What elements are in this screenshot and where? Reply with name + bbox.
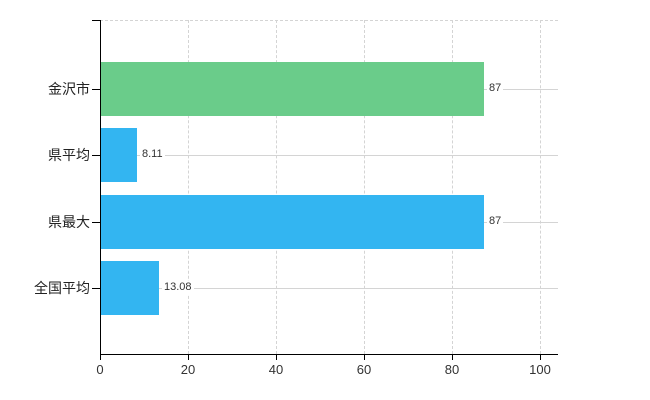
- category-label: 県平均: [48, 147, 90, 163]
- category-tick: [92, 155, 100, 156]
- x-tick: [452, 354, 453, 360]
- x-tick: [276, 354, 277, 360]
- gridline-vertical: [452, 20, 453, 354]
- x-tick: [188, 354, 189, 360]
- gridline-vertical: [188, 20, 189, 354]
- y-axis: [100, 20, 101, 354]
- category-label: 金沢市: [48, 81, 90, 97]
- gridline-horizontal: [100, 155, 558, 156]
- bar-value-label: 87: [487, 215, 504, 228]
- x-tick-label: 60: [356, 362, 372, 377]
- category-tick: [92, 288, 100, 289]
- gridline-horizontal: [100, 288, 558, 289]
- y-axis-end-tick: [92, 20, 100, 21]
- bar-value-label: 87: [487, 82, 504, 95]
- x-tick-label: 80: [444, 362, 460, 377]
- x-tick: [100, 354, 101, 360]
- bar: [101, 261, 159, 315]
- bar-value-label: 8.11: [140, 148, 165, 161]
- category-label: 全国平均: [34, 280, 90, 296]
- bar-value-label: 13.08: [162, 281, 194, 294]
- x-tick: [540, 354, 541, 360]
- x-tick: [364, 354, 365, 360]
- category-tick: [92, 89, 100, 90]
- x-axis: [100, 354, 558, 355]
- x-tick-label: 20: [180, 362, 196, 377]
- gridline-vertical: [276, 20, 277, 354]
- bar: [101, 62, 484, 116]
- bar: [101, 195, 484, 249]
- gridline-vertical: [364, 20, 365, 354]
- x-tick-label: 0: [96, 362, 104, 377]
- x-tick-label: 40: [268, 362, 284, 377]
- category-label: 県最大: [48, 214, 90, 230]
- plot-top-border: [100, 20, 558, 21]
- bar: [101, 128, 137, 182]
- x-tick-label: 100: [529, 362, 551, 377]
- gridline-vertical: [540, 20, 541, 354]
- category-tick: [92, 222, 100, 223]
